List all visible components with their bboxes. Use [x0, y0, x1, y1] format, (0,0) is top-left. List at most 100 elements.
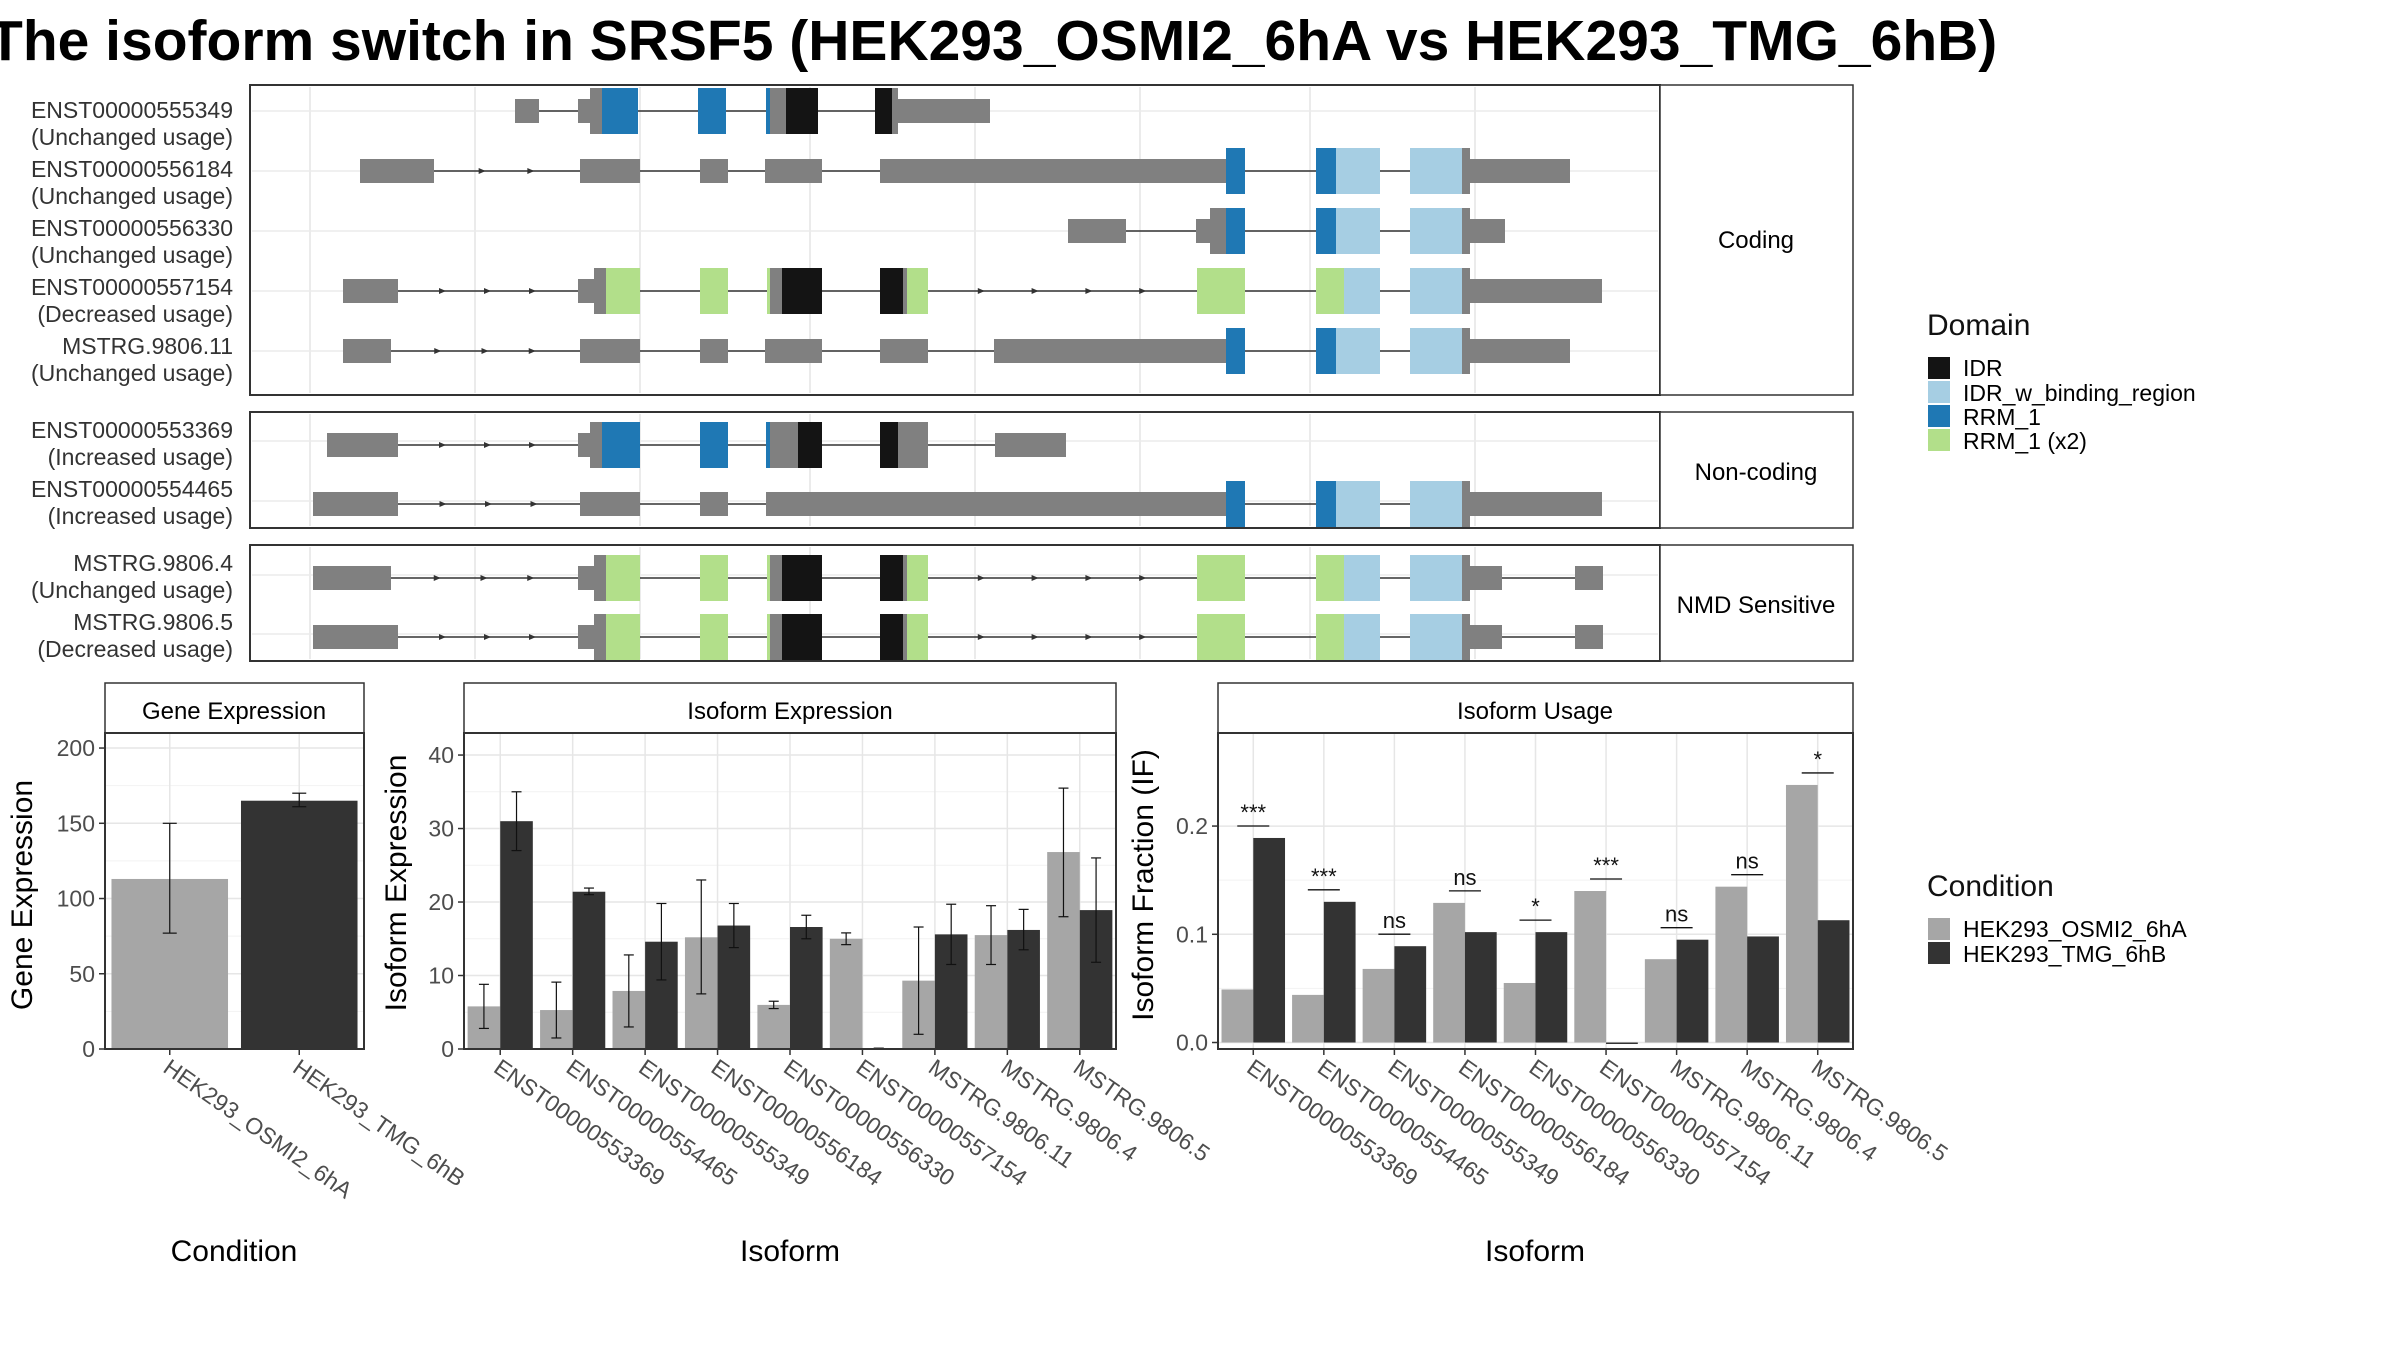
noncoding-exon: [765, 339, 822, 363]
domain-block: [1316, 328, 1336, 374]
intron-arrow: [977, 634, 985, 640]
noncoding-exon: [700, 159, 728, 183]
bar: [500, 821, 533, 1049]
coding-exon: [770, 555, 782, 601]
transcript-label-enst00000556330: ENST00000556330: [31, 215, 233, 241]
noncoding-exon: [995, 433, 1018, 457]
bar: [1362, 968, 1395, 1043]
intron-arrow: [529, 634, 536, 640]
noncoding-exon: [515, 99, 539, 123]
domain-block: [1197, 555, 1245, 601]
noncoding-exon: [1210, 492, 1226, 516]
y-tick-label: 30: [428, 816, 454, 842]
legend-swatch-idr: [1928, 357, 1950, 379]
coding-strip: [1659, 84, 1854, 396]
domain-block: [782, 555, 822, 601]
isoform-usage-title: Isoform Usage: [1457, 698, 1613, 725]
domain-block: [907, 614, 928, 660]
legend-swatch-tmg: [1928, 942, 1950, 964]
domain-block: [766, 88, 770, 134]
domain-block: [767, 614, 770, 660]
bar: [1323, 901, 1356, 1043]
noncoding-exon: [1018, 433, 1066, 457]
domain-block: [798, 422, 822, 468]
isoform-usage-xlabel: Isoform: [1485, 1235, 1585, 1268]
intron-arrow: [529, 288, 536, 294]
legend-label-idr: IDR: [1963, 355, 2003, 381]
noncoding-exon: [580, 492, 640, 516]
domain-block: [1410, 328, 1462, 374]
bar: [1676, 939, 1709, 1043]
transcript-track: [1068, 208, 1505, 254]
noncoding-exon: [1470, 625, 1502, 649]
legend-label-rrm1-x2: RRM_1 (x2): [1963, 428, 2087, 454]
domain-block: [1410, 148, 1462, 194]
bar: [1221, 989, 1254, 1043]
coding-exon: [1462, 481, 1470, 527]
domain-block: [1336, 148, 1380, 194]
significance-label: ns: [1453, 865, 1476, 890]
noncoding-exon: [580, 339, 640, 363]
strip-coding-label: Coding: [1718, 227, 1794, 254]
domain-block: [880, 614, 903, 660]
intron-arrow: [1139, 288, 1147, 294]
domain-block: [1410, 208, 1462, 254]
noncoding-exon: [578, 279, 594, 303]
noncoding-exon: [1575, 625, 1603, 649]
plot-frame: [104, 732, 365, 1050]
bar: [1464, 932, 1497, 1043]
transcript-usage-enst00000553369: (Increased usage): [48, 444, 233, 470]
legend-swatch-idr-binding: [1928, 381, 1950, 403]
coding-exon: [903, 268, 907, 314]
domain-block: [1336, 208, 1380, 254]
y-tick-label: 0: [441, 1036, 454, 1062]
domain-block: [880, 555, 903, 601]
gene-expression-xlabel: Condition: [171, 1235, 298, 1268]
coding-exon: [1462, 268, 1470, 314]
noncoding-exon: [1470, 279, 1602, 303]
domain-block: [1336, 481, 1380, 527]
domain-block: [602, 422, 640, 468]
legend-swatch-osmi2: [1928, 918, 1950, 940]
isoform-expression-xlabel: Isoform: [740, 1235, 840, 1268]
noncoding-exon: [313, 625, 398, 649]
legend-swatch-rrm1-x2: [1928, 429, 1950, 451]
intron-arrow: [527, 575, 535, 581]
noncoding-exon: [765, 159, 822, 183]
noncoding-exon: [700, 339, 728, 363]
domain-block: [1226, 208, 1245, 254]
bar: [1433, 902, 1465, 1043]
nmd-strip: [1659, 544, 1854, 662]
domain-block: [606, 555, 640, 601]
intron-arrow: [1085, 634, 1093, 640]
coding-exon: [594, 268, 606, 314]
significance-label: *: [1531, 894, 1540, 919]
domain-block: [1410, 481, 1462, 527]
bar: [1394, 946, 1427, 1043]
legend-swatch-rrm1: [1928, 405, 1950, 427]
domain-block: [1316, 208, 1336, 254]
transcript-usage-mstrg-9806-4: (Unchanged usage): [31, 577, 233, 603]
transcript-track: [515, 88, 990, 134]
intron-arrow: [1031, 575, 1039, 581]
noncoding-exon: [1470, 219, 1505, 243]
intron-arrow: [484, 288, 491, 294]
strip-nmd-label: NMD Sensitive: [1677, 592, 1836, 619]
domain-block: [1197, 614, 1245, 660]
domain-block: [1410, 268, 1462, 314]
coding-exon: [590, 88, 602, 134]
bar: [790, 927, 823, 1049]
intron-arrow: [434, 348, 442, 354]
transcript-track: [343, 328, 1570, 374]
y-tick-label: 0: [82, 1036, 95, 1062]
transcript-usage-mstrg-9806-5: (Decreased usage): [37, 636, 233, 662]
bar: [1747, 936, 1779, 1043]
isoform-expression-ylabel: Isoform Expression: [380, 755, 413, 1012]
transcript-usage-enst00000557154: (Decreased usage): [37, 301, 233, 327]
intron-arrow: [977, 288, 985, 294]
bar: [1644, 959, 1677, 1043]
figure-title: The isoform switch in SRSF5 (HEK293_OSMI…: [0, 9, 1998, 73]
intron-arrow: [485, 501, 492, 507]
intron-arrow: [439, 501, 447, 507]
transcript-usage-enst00000556184: (Unchanged usage): [31, 183, 233, 209]
